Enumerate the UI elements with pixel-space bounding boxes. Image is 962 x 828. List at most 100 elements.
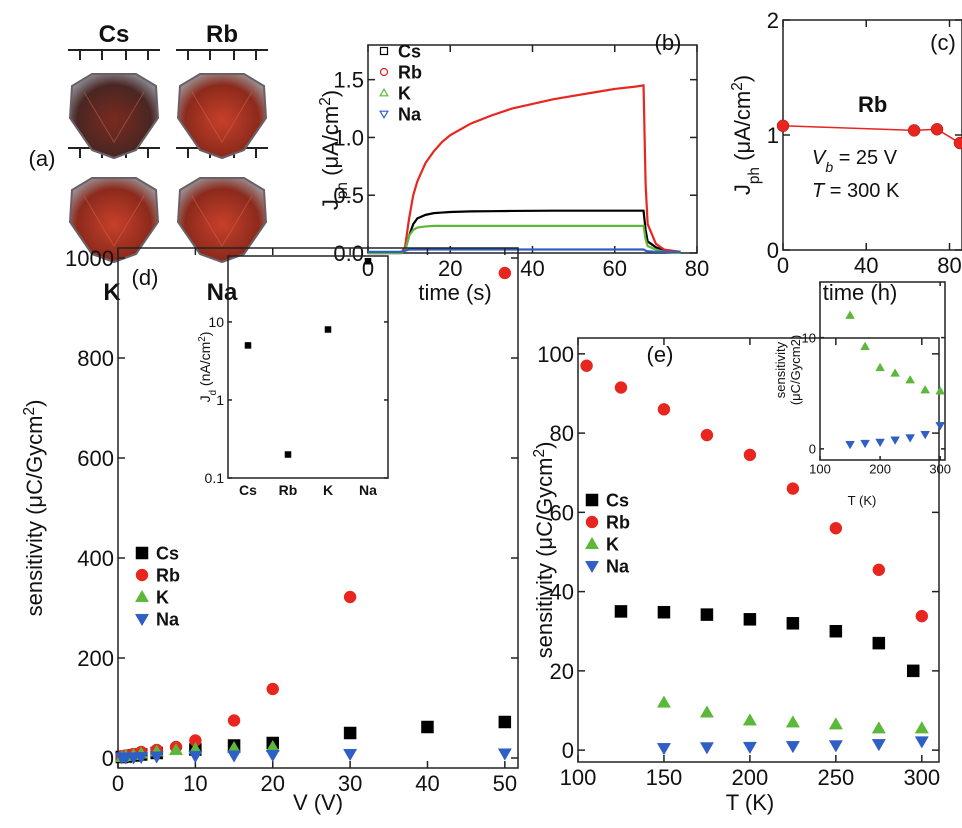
- panel-label: (a): [29, 146, 56, 171]
- data-line: [368, 84, 681, 255]
- marker: [657, 403, 671, 416]
- label-part: = 300 K: [824, 180, 900, 202]
- marker: [188, 750, 203, 764]
- x-tick-label: 60: [603, 256, 627, 281]
- marker: [872, 563, 886, 577]
- marker: [168, 742, 184, 756]
- label-part: 2: [317, 97, 334, 106]
- marker: [343, 748, 358, 762]
- y-tick-label: 60: [550, 500, 574, 525]
- label-part: (μC/Gycm2): [788, 335, 803, 405]
- marker: [785, 715, 800, 728]
- legend-marker: [379, 110, 389, 120]
- y-tick-label: 1: [767, 123, 779, 148]
- x-tick-label: 100: [809, 462, 831, 477]
- label-part: J: [318, 199, 343, 210]
- y-tick-label: 0: [767, 238, 779, 263]
- marker: [875, 362, 885, 372]
- marker: [930, 123, 944, 136]
- panel-label: (c): [930, 30, 956, 55]
- marker: [657, 605, 671, 619]
- plot-frame: [577, 337, 940, 763]
- label-part: ph: [746, 167, 763, 184]
- label-part: sensitivity (μC/Gycm: [532, 457, 557, 658]
- electrode: [67, 49, 161, 61]
- y-tick-label: 0.1: [205, 470, 225, 486]
- sample-label: K: [103, 279, 121, 306]
- marker: [905, 375, 915, 384]
- marker: [343, 590, 357, 604]
- marker: [498, 715, 512, 729]
- label-part: J: [197, 395, 213, 402]
- marker: [742, 741, 757, 755]
- y-axis-label: Jph (μA/cm2): [729, 75, 763, 195]
- panel-label: (b): [655, 30, 682, 55]
- legend-label: K: [156, 587, 169, 607]
- label-part: ): [318, 90, 343, 97]
- legend-marker: [585, 493, 599, 507]
- y-axis-label: sensitivity (μC/Gycm2): [21, 400, 48, 617]
- marker: [890, 368, 900, 377]
- marker: [743, 613, 757, 626]
- plot-frame: [819, 281, 946, 461]
- y-axis-label: sensitivity (μC/Gycm2): [531, 442, 558, 659]
- marker: [227, 714, 241, 727]
- marker: [872, 636, 886, 650]
- marker: [914, 736, 929, 749]
- legend-marker: [584, 536, 600, 550]
- marker: [580, 359, 593, 372]
- legend-label: Rb: [606, 512, 630, 532]
- y-tick-label: 0: [562, 738, 574, 763]
- marker: [935, 386, 946, 395]
- label-part: 2: [21, 407, 38, 416]
- annotation: T = 300 K: [812, 180, 900, 202]
- label-part: J: [730, 184, 755, 195]
- marker: [785, 741, 800, 754]
- photo-panel: Cs Rb K Na (a): [29, 21, 269, 306]
- x-tick-label: 200: [869, 462, 891, 477]
- x-tick-label: 0: [777, 253, 789, 278]
- legend-label: Rb: [156, 565, 180, 585]
- x-tick-label: 10: [183, 771, 207, 796]
- marker: [364, 257, 372, 265]
- marker: [875, 438, 885, 448]
- legend-marker: [585, 515, 599, 529]
- label-part: (nA/cm: [197, 342, 213, 390]
- x-tick-label: 80: [685, 256, 709, 281]
- x-tick-label: 200: [732, 765, 769, 790]
- annotation: Vb = 25 V: [812, 147, 898, 175]
- legend-label: K: [606, 534, 619, 554]
- label-part: ): [197, 332, 213, 337]
- label-part: ): [532, 442, 557, 449]
- y-axis-label: sensitivity: [773, 341, 788, 398]
- x-tick-label: 40: [415, 771, 439, 796]
- data-line: [368, 224, 681, 255]
- y-tick-label: 1: [216, 392, 224, 408]
- marker: [244, 342, 252, 349]
- legend-label: Cs: [398, 41, 421, 61]
- legend-label: Na: [156, 609, 180, 629]
- marker: [829, 624, 843, 638]
- marker: [890, 436, 900, 445]
- marker: [743, 448, 757, 462]
- marker: [134, 751, 149, 765]
- x-axis-label: T (K): [726, 790, 774, 815]
- x-tick-label: 150: [646, 765, 683, 790]
- marker: [786, 482, 800, 495]
- x-tick-label: K: [323, 482, 333, 498]
- crystal-photo: [177, 73, 267, 159]
- marker: [953, 136, 962, 150]
- crystal-photo: [177, 177, 267, 263]
- x-axis-label: T (K): [848, 493, 877, 508]
- y-tick-label: 0: [809, 442, 816, 457]
- marker: [828, 740, 843, 753]
- x-tick-label: 40: [854, 253, 878, 278]
- marker: [699, 705, 714, 718]
- legend-marker: [135, 546, 149, 560]
- label-part: 2: [531, 449, 548, 458]
- marker: [905, 434, 915, 443]
- marker: [699, 742, 714, 755]
- x-tick-label: 300: [903, 765, 940, 790]
- data-line: [368, 248, 681, 253]
